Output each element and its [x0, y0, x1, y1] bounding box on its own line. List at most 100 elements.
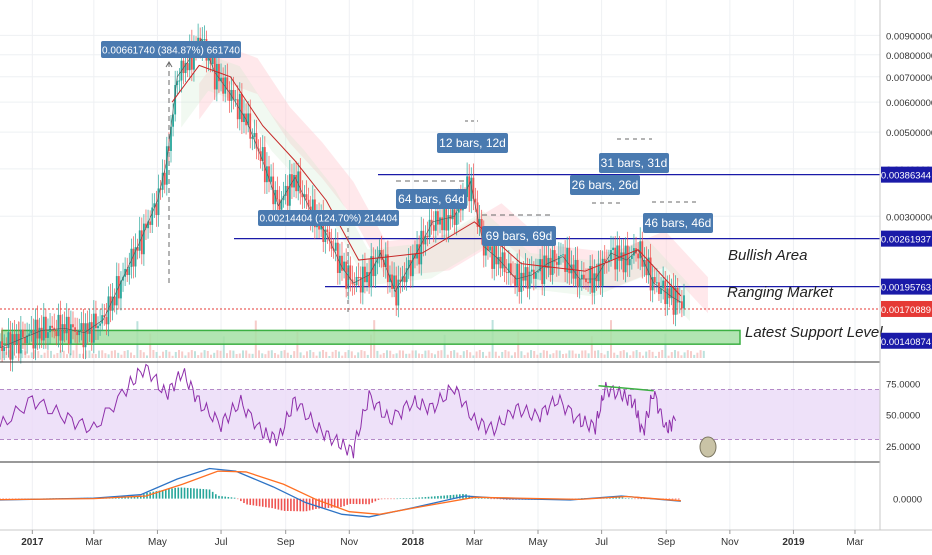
latest-support-zone[interactable]: [1, 329, 741, 345]
macd-histogram-bar: [383, 498, 386, 500]
range-text-64d: 64 bars, 64d: [398, 192, 465, 206]
candle-body: [343, 261, 345, 271]
volume-bar: [533, 350, 536, 358]
candle-body: [278, 199, 281, 210]
volume-bar: [370, 334, 372, 358]
rsi-highlight-circle[interactable]: [699, 436, 717, 458]
candle-body: [99, 323, 101, 326]
candle-body: [359, 277, 362, 293]
range-label-69d[interactable]: 69 bars, 69d: [482, 226, 556, 246]
candle-body: [142, 223, 145, 255]
candle-body: [103, 315, 106, 318]
macd-histogram-bar: [265, 498, 267, 508]
volume-bar: [178, 350, 180, 358]
level-label-bg: [881, 332, 932, 349]
volume-bar: [123, 350, 126, 358]
candle-body: [293, 174, 295, 188]
candle-body: [386, 254, 389, 282]
volume-bar: [98, 350, 100, 358]
volume-bar: [654, 355, 657, 358]
volume-bar: [184, 355, 187, 358]
candle-body: [582, 274, 585, 279]
range-label-46d[interactable]: 46 bars, 46d: [643, 213, 713, 233]
volume-bar: [594, 350, 596, 358]
range-text-26d: 26 bars, 26d: [572, 178, 639, 192]
macd-histogram-bar: [333, 498, 336, 508]
time-axis[interactable]: 2017 Mar May Jul Sep Nov 2018 Mar May Jul Sep Nov 20…: [21, 530, 864, 548]
range-label-12d[interactable]: 12 bars, 12d: [437, 133, 508, 153]
volume-bar: [328, 355, 331, 358]
volume-bar: [670, 352, 673, 358]
volume-bar: [264, 354, 267, 358]
level-label-text: 0.00386344: [881, 171, 931, 182]
macd-histogram-bar: [387, 498, 389, 500]
candle-body: [44, 316, 47, 338]
volume-bar: [210, 354, 212, 358]
volume-bar: [498, 355, 500, 358]
macd-histogram-bar: [211, 491, 214, 499]
volume-bar: [101, 350, 104, 358]
price-level-labels[interactable]: 0.00386344 0.00261937 0.00195763 0.00170889…: [881, 166, 932, 349]
candle-body: [405, 268, 408, 283]
macd-histogram-bar: [440, 495, 442, 499]
candle-body: [570, 264, 573, 274]
candle-body: [443, 203, 446, 231]
candle-body: [234, 99, 237, 101]
rsi-divergence-line[interactable]: [598, 385, 654, 392]
time-tick-label: 2019: [782, 537, 805, 548]
time-tick-label: Jul: [215, 537, 228, 548]
candle-body: [253, 133, 256, 137]
candle-body: [445, 203, 448, 231]
volume-bar: [216, 350, 219, 358]
macd-histogram-bar: [418, 497, 420, 499]
volume-bar: [232, 350, 235, 358]
range-label-26d[interactable]: 26 bars, 26d: [570, 175, 640, 195]
candle-body: [297, 171, 300, 192]
candle-body: [603, 258, 606, 263]
candle-body: [612, 247, 614, 251]
volume-bar: [702, 350, 705, 358]
volume-bar: [286, 352, 289, 358]
volume-bar: [485, 355, 488, 358]
candle-body: [282, 195, 285, 201]
volume-bar: [542, 350, 545, 358]
candle-body: [78, 330, 81, 336]
candle-body: [5, 347, 8, 349]
candle-body: [57, 314, 60, 337]
measurement-label-secondary[interactable]: 0.00214404 (124.70%) 214404: [258, 210, 399, 226]
volume-bar: [251, 353, 254, 358]
volume-bar: [40, 354, 43, 358]
level-label-bg: [881, 230, 932, 247]
volume-bar: [53, 354, 56, 358]
macd-histogram-bar: [365, 498, 367, 505]
candle-body: [637, 253, 640, 259]
rsi-band: [0, 389, 880, 440]
candle-body: [251, 136, 254, 139]
range-label-31d[interactable]: 31 bars, 31d: [599, 153, 669, 173]
candle-body: [532, 269, 535, 279]
measurement-label-main[interactable]: 0.00661740 (384.87%) 661740: [101, 41, 241, 58]
volume-bar: [392, 354, 395, 358]
volume-bar: [603, 354, 606, 358]
macd-histogram-bar: [627, 498, 630, 500]
macd-histogram-bar: [136, 496, 139, 499]
rsi-axis[interactable]: 75.0000 50.0000 25.0000: [886, 379, 920, 453]
volume-bar: [181, 351, 184, 358]
macd-histogram-bar: [368, 498, 370, 505]
macd-histogram-bar: [468, 495, 470, 499]
volume-bar: [379, 354, 382, 358]
level-label-bg: [881, 300, 932, 317]
level-label-text: 0.00261937: [881, 235, 931, 246]
macd-histogram-bar: [302, 498, 305, 512]
macd-axis[interactable]: 0.0000: [893, 495, 922, 506]
candle-body: [662, 280, 665, 289]
volume-bar: [162, 351, 164, 358]
macd-histogram-bar: [677, 498, 680, 500]
candle-body: [683, 295, 685, 309]
candle-body: [220, 77, 222, 82]
candle-body: [576, 259, 579, 287]
range-label-64d[interactable]: 64 bars, 64d: [396, 189, 467, 209]
volume-bar: [34, 350, 36, 358]
